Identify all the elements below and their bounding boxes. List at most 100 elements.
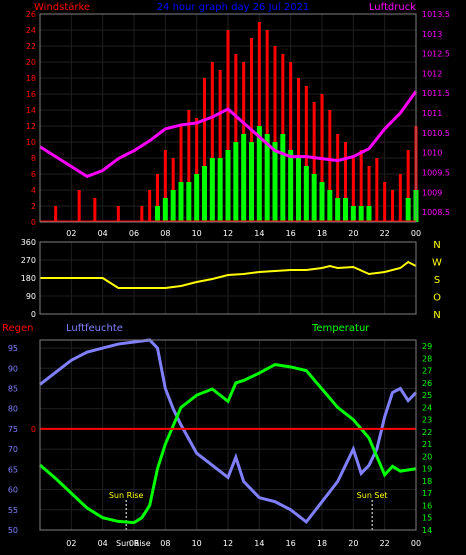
- temperature-tick-label: 26: [422, 379, 432, 388]
- wind-tick-label: 18: [26, 74, 36, 83]
- compass-label: S: [434, 275, 440, 286]
- pressure-tick-label: 1013: [422, 30, 442, 39]
- x-tick-label: 12: [223, 539, 233, 548]
- wind-mean-bar: [296, 158, 301, 222]
- compass-label: N: [433, 240, 440, 251]
- temperature-axis-label: Temperatur: [311, 323, 370, 334]
- wind-mean-bar: [367, 206, 372, 222]
- wind-gust-bar: [93, 198, 96, 222]
- x-tick-label: 02: [66, 229, 76, 238]
- temperature-tick-label: 21: [422, 440, 432, 449]
- wind-gust-bar: [78, 190, 81, 222]
- compass-label: O: [433, 293, 441, 304]
- compass-label: W: [432, 258, 442, 269]
- temperature-tick-label: 18: [422, 477, 432, 486]
- chart-title: 24 hour graph day 26 Jul 2021: [157, 2, 310, 13]
- x-tick-label: 10: [192, 229, 202, 238]
- wind-mean-bar: [171, 190, 176, 222]
- wind-gust-bar: [391, 190, 394, 222]
- wind-tick-label: 20: [26, 58, 36, 67]
- wind-gust-bar: [375, 158, 378, 222]
- sun-annotation: Sun Rise: [109, 491, 144, 500]
- wind-gust-bar: [117, 206, 120, 222]
- wind-tick-label: 22: [26, 42, 36, 51]
- wind-mean-bar: [320, 182, 325, 222]
- x-tick-label: 08: [160, 229, 170, 238]
- x-tick-label: 20: [348, 539, 358, 548]
- humidity-tick-label: 70: [8, 445, 18, 454]
- wind-mean-bar: [202, 166, 207, 222]
- direction-tick-label: 90: [26, 292, 36, 301]
- wind-mean-bar: [304, 166, 309, 222]
- pressure-tick-label: 1013.5: [422, 10, 450, 19]
- x-tick-label: 16: [286, 539, 296, 548]
- wind-mean-bar: [249, 142, 254, 222]
- wind-mean-bar: [312, 174, 317, 222]
- wind-axis-label: Windstärke: [34, 2, 90, 13]
- humidity-tick-label: 75: [8, 425, 18, 434]
- wind-mean-bar: [186, 182, 191, 222]
- temperature-tick-label: 16: [422, 501, 432, 510]
- temperature-tick-label: 17: [422, 489, 432, 498]
- temperature-tick-label: 25: [422, 391, 432, 400]
- wind-mean-bar: [155, 206, 160, 222]
- pressure-tick-label: 1011: [422, 109, 442, 118]
- temperature-tick-label: 27: [422, 367, 432, 376]
- x-tick-label: 18: [317, 229, 327, 238]
- temperature-tick-label: 15: [422, 514, 432, 523]
- wind-mean-bar: [288, 150, 293, 222]
- wind-mean-bar: [406, 198, 411, 222]
- temperature-tick-label: 22: [422, 428, 432, 437]
- temperature-tick-label: 20: [422, 452, 432, 461]
- x-tick-label: 10: [192, 539, 202, 548]
- x-tick-label: 22: [380, 229, 390, 238]
- humidity-tick-label: 65: [8, 465, 18, 474]
- x-tick-label: 16: [286, 229, 296, 238]
- x-tick-label: 04: [98, 539, 108, 548]
- direction-tick-label: 270: [21, 256, 36, 265]
- temperature-tick-label: 14: [422, 526, 432, 535]
- wind-mean-bar: [210, 158, 215, 222]
- wind-tick-label: 12: [26, 122, 36, 131]
- rain-axis-label: Regen: [2, 323, 34, 334]
- wind-gust-bar: [148, 190, 151, 222]
- wind-mean-bar: [273, 142, 278, 222]
- compass-label: N: [433, 310, 440, 321]
- humidity-axis-label: Luftfeuchte: [66, 323, 123, 334]
- humidity-tick-label: 50: [8, 526, 18, 535]
- pressure-tick-label: 1010.5: [422, 129, 450, 138]
- x-tick-label: 02: [66, 539, 76, 548]
- pressure-tick-label: 1010: [422, 149, 442, 158]
- direction-tick-label: 0: [31, 310, 36, 319]
- wind-mean-bar: [226, 150, 231, 222]
- wind-mean-bar: [179, 182, 184, 222]
- pressure-tick-label: 1009: [422, 188, 442, 197]
- x-tick-label: 14: [254, 539, 264, 548]
- x-tick-label: 18: [317, 539, 327, 548]
- wind-tick-label: 26: [26, 10, 36, 19]
- humidity-tick-label: 95: [8, 344, 18, 353]
- wind-gust-bar: [383, 182, 386, 222]
- temperature-tick-label: 24: [422, 403, 432, 412]
- x-tick-label: 00: [411, 539, 421, 548]
- x-tick-label: 04: [98, 229, 108, 238]
- wind-tick-label: 0: [31, 218, 36, 227]
- x-tick-label: 14: [254, 229, 264, 238]
- wind-tick-label: 24: [26, 26, 36, 35]
- x-tick-label: 22: [380, 539, 390, 548]
- direction-tick-label: 180: [21, 274, 36, 283]
- direction-tick-label: 360: [21, 238, 36, 247]
- x-tick-label: 20: [348, 229, 358, 238]
- wind-tick-label: 4: [31, 186, 36, 195]
- pressure-tick-label: 1012.5: [422, 50, 450, 59]
- wind-tick-label: 8: [31, 154, 36, 163]
- pressure-tick-label: 1009.5: [422, 168, 450, 177]
- wind-mean-bar: [351, 206, 356, 222]
- temperature-tick-label: 19: [422, 465, 432, 474]
- wind-mean-bar: [327, 190, 332, 222]
- wind-gust-bar: [54, 206, 57, 222]
- humidity-tick-label: 60: [8, 486, 18, 495]
- wind-mean-bar: [241, 134, 246, 222]
- wind-tick-label: 2: [31, 202, 36, 211]
